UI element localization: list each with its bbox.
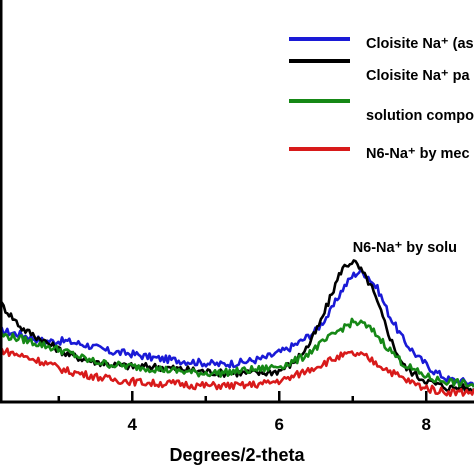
series-layer <box>0 259 474 398</box>
series-line-2 <box>0 259 474 395</box>
annotations: N6-Na⁺ by solu <box>353 240 457 256</box>
x-tick-label-6: 6 <box>275 415 284 434</box>
legend-label-3: solution compo <box>366 108 474 124</box>
legend-label-4: N6-Na⁺ by mec <box>366 146 470 162</box>
legend-label-1: Cloisite Na⁺ (as <box>366 36 474 52</box>
series-line-1 <box>0 267 474 388</box>
legend-label-2: Cloisite Na⁺ pa <box>366 68 470 84</box>
annotation-1: N6-Na⁺ by solu <box>353 240 457 256</box>
x-tick-label-8: 8 <box>421 415 430 434</box>
x-axis: 4 6 8 <box>0 0 474 434</box>
x-axis-title: Degrees/2-theta <box>169 445 305 465</box>
series-line-3 <box>0 317 474 388</box>
x-tick-label-4: 4 <box>128 415 138 434</box>
legend: Cloisite Na⁺ (as Cloisite Na⁺ pa solution … <box>289 36 474 162</box>
series-line-4 <box>0 347 474 398</box>
